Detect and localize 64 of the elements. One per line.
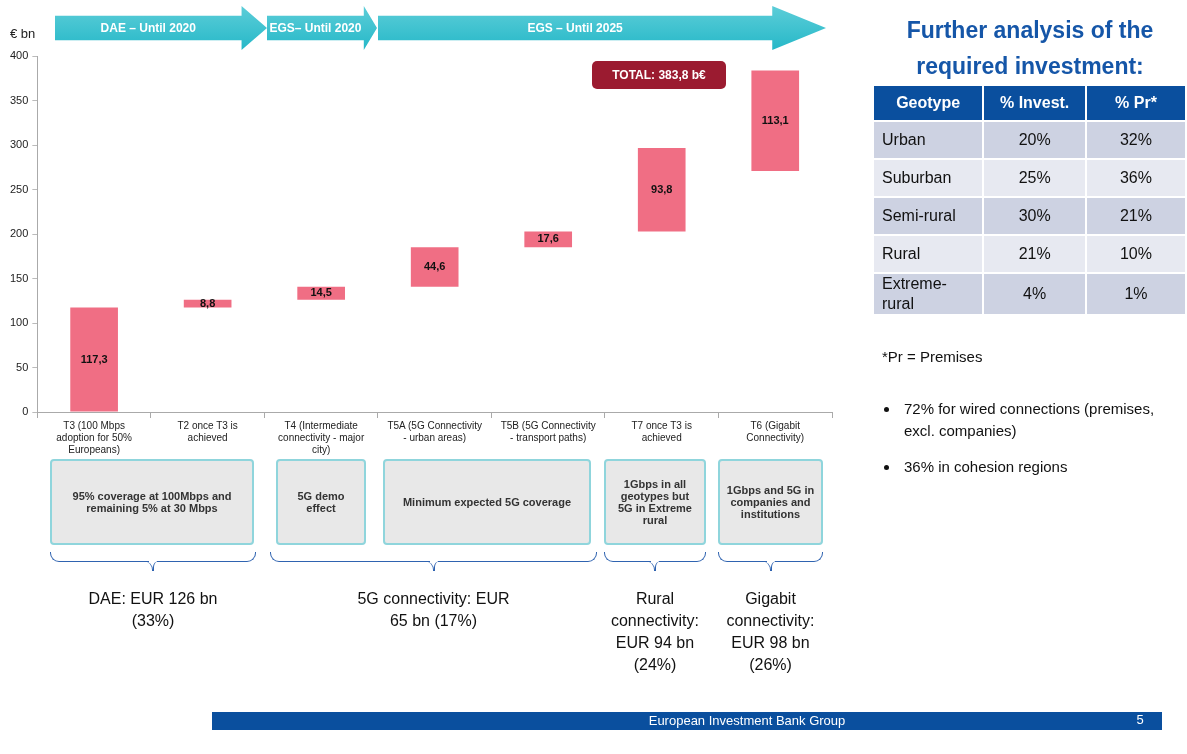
x-tick-label: T4 (Intermediate connectivity - major city) [278,419,365,455]
text: 1Gbps in all geotypes but 5G in Extreme rural [604,459,706,545]
bar [70,307,118,412]
y-tick-label: 200 [9,227,29,240]
text: 72% for wired connections (premises, excl. companies) [904,399,1156,441]
text: 4% [984,274,1085,314]
data-label: 17,6 [537,232,559,245]
text: 5G connectivity: EUR 65 bn (17%) [356,589,511,631]
y-tick-label: 0 [22,405,29,418]
text: DAE – Until 2020 [99,20,197,37]
y-tick-label: 150 [9,271,29,284]
text: 1% [1086,274,1185,314]
x-tick-label: T5A (5G Connectivity - urban areas) [387,419,482,443]
text: EGS – Until 2025 [526,20,624,37]
y-tick-label: 250 [9,182,29,195]
bar [410,247,459,287]
text: 1Gbps and 5G in companies and institutions [718,459,823,545]
x-tick-label: T5B (5G Connectivity - transport paths) [500,419,596,443]
text: 36% in cohesion regions [904,457,1068,477]
text: Gigabit connectivity: EUR 98 bn (26%) [725,589,816,675]
text: Urban [874,122,983,158]
text: 21% [984,236,1085,272]
bar [637,148,686,232]
text: 30% [984,198,1085,234]
text: Rural connectivity: EUR 94 bn (24%) [609,589,700,675]
text: *Pr = Premises [882,348,983,365]
text: 5G demo effect [276,459,366,545]
text: Geotype [874,86,983,120]
text: Suburban [874,160,983,196]
text: Further analysis of the required investment: [905,16,1155,81]
y-tick-label: 100 [9,316,29,329]
bar [751,70,800,172]
y-tick-label: 300 [9,138,29,151]
text: 20% [984,122,1085,158]
y-tick-label: 350 [9,93,29,106]
data-label: 8,8 [199,296,216,309]
text: Extreme-rural [874,274,983,314]
text: % Invest. [984,86,1085,120]
x-tick-label: T2 once T3 is achieved [177,419,238,443]
text: EGS– Until 2020 [268,20,363,37]
y-axis-title: € bn [10,25,36,41]
data-label: 117,3 [80,352,108,365]
data-label: 44,6 [423,260,446,273]
text: Rural [874,236,983,272]
x-tick-label: T3 (100 Mbps adoption for 50% Europeans) [56,419,133,455]
text: 36% [1086,160,1185,196]
text: 21% [1086,198,1185,234]
text: DAE: EUR 126 bn (33%) [87,589,219,631]
x-tick-label: T6 (Gigabit Connectivity) [746,419,805,443]
y-tick-label: 400 [9,49,29,62]
text: 32% [1086,122,1185,158]
data-label: 14,5 [310,286,332,299]
text: 5 [1135,712,1145,727]
text: European Investment Bank Group [648,713,846,728]
y-tick-label: 50 [16,360,29,373]
text: % Pr* [1086,86,1185,120]
text: Semi-rural [874,198,983,234]
data-label: 93,8 [651,182,673,195]
data-label: 113,1 [761,113,789,126]
text: 10% [1086,236,1185,272]
x-tick-label: T7 once T3 is achieved [631,419,692,443]
text: Minimum expected 5G coverage [383,459,591,545]
text: 95% coverage at 100Mbps and remaining 5% at 30 Mbps [50,459,254,545]
text: 25% [984,160,1085,196]
